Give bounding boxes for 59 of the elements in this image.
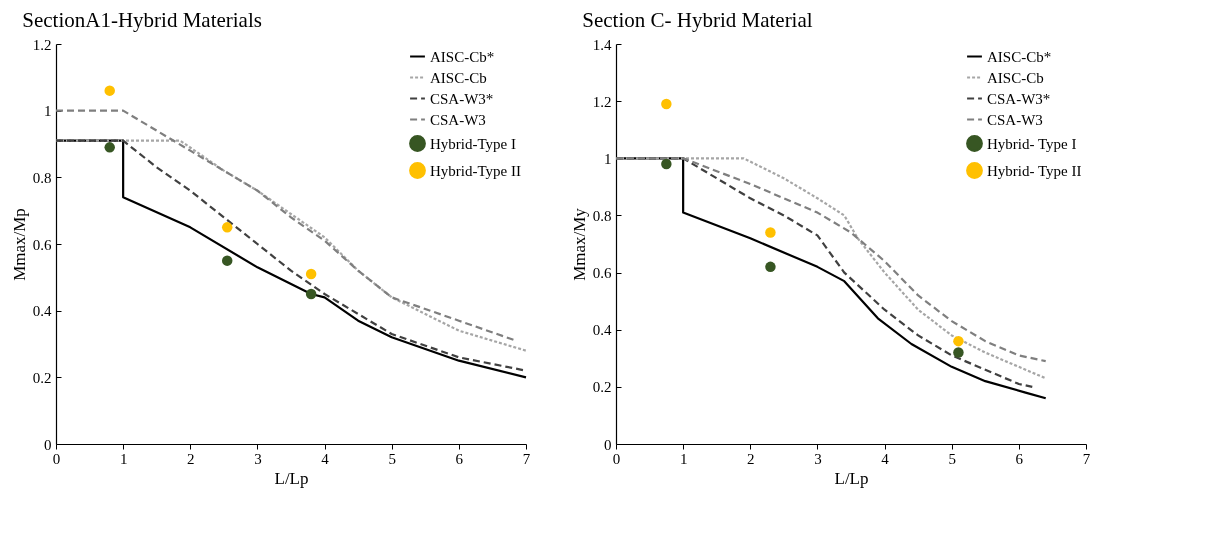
legend-label: CSA-W3* [987, 90, 1051, 107]
point [765, 227, 776, 238]
point [953, 335, 964, 347]
x-tick-label: 2 [187, 450, 195, 467]
chart-title: SectionA1-Hybrid Materials [22, 8, 262, 32]
x-tick-label: 2 [747, 450, 755, 467]
x-tick-label: 7 [522, 450, 531, 467]
x-tick-label: 4 [321, 450, 330, 467]
y-axis-title: Mmax/My [569, 207, 589, 281]
y-tick-label: 0.8 [32, 169, 52, 186]
y-tick-label: 1 [604, 150, 612, 167]
y-axis-title: Mmax/Mp [9, 208, 29, 281]
point [661, 158, 672, 170]
x-tick-label: 3 [814, 450, 822, 467]
point [305, 268, 317, 280]
y-tick-label: 1.4 [592, 36, 612, 53]
x-tick-label: 3 [254, 450, 262, 467]
x-tick-label: 5 [388, 450, 396, 467]
x-axis-title: L/Lp [274, 468, 309, 488]
x-tick-label: 1 [119, 450, 128, 467]
point [765, 261, 776, 273]
y-tick-label: 1.2 [32, 36, 52, 53]
legend-label: Hybrid-Type II [430, 162, 522, 179]
y-tick-label: 0.6 [592, 265, 612, 282]
y-tick-label: 0.4 [592, 322, 612, 339]
y-tick-label: 0.2 [32, 369, 52, 386]
x-tick-label: 6 [1015, 450, 1024, 467]
y-tick-label: 0.6 [32, 236, 52, 253]
legend-label: Hybrid- Type I [987, 135, 1077, 152]
y-tick-label: 1.2 [592, 93, 612, 110]
x-tick-label: 1 [679, 450, 688, 467]
x-tick-label: 7 [1082, 450, 1091, 467]
chart-title: Section C- Hybrid Material [582, 8, 813, 32]
x-axis-title: L/Lp [834, 468, 869, 488]
point [221, 255, 233, 266]
y-tick-label: 0 [604, 436, 612, 453]
legend-label: AISC-Cb* [430, 48, 495, 65]
legend-label: CSA-W3* [430, 90, 494, 107]
point [104, 85, 115, 96]
y-tick-label: 1 [44, 103, 52, 120]
legend-label: CSA-W3 [987, 111, 1043, 128]
y-tick-label: 0.4 [32, 303, 52, 320]
y-tick-label: 0.8 [592, 207, 612, 224]
x-tick-label: 4 [881, 450, 890, 467]
legend-label: AISC-Cb [987, 69, 1044, 86]
point [661, 98, 672, 110]
x-tick-label: 6 [455, 450, 464, 467]
point [104, 142, 115, 153]
y-tick-label: 0.2 [592, 379, 612, 396]
legend-label: Hybrid-Type I [430, 135, 517, 152]
y-tick-label: 0 [44, 436, 52, 453]
point [305, 288, 317, 300]
point [953, 347, 964, 358]
x-tick-label: 5 [948, 450, 956, 467]
point [221, 222, 233, 233]
legend-label: Hybrid- Type II [987, 162, 1082, 179]
legend-label: CSA-W3 [430, 111, 486, 128]
legend-label: AISC-Cb* [987, 48, 1052, 65]
legend-label: AISC-Cb [430, 69, 487, 86]
